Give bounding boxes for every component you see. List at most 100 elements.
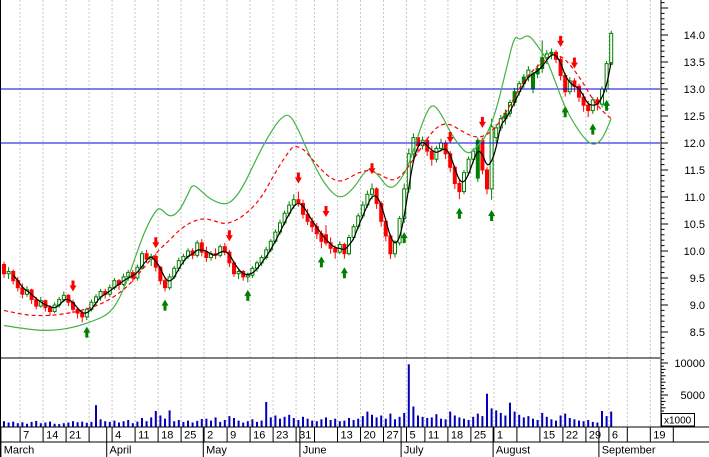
month-labels: March April May June July August September <box>4 445 656 457</box>
buy-arrow-icon <box>400 232 408 244</box>
candle-body <box>163 280 167 289</box>
candle-body <box>305 213 310 222</box>
buy-arrow-icon <box>244 289 252 301</box>
buy-arrow-icon <box>455 207 463 219</box>
candle-body <box>549 51 554 55</box>
candle-body <box>199 242 204 253</box>
horizontal-trendlines[interactable] <box>0 88 660 144</box>
candle-body <box>540 57 545 70</box>
buy-arrow-icon <box>317 256 325 268</box>
buy-arrow-icon <box>488 210 496 221</box>
candle-body <box>61 294 66 301</box>
svg-text:11: 11 <box>428 430 439 442</box>
sell-arrow-icon <box>69 280 77 292</box>
volume-bars <box>3 364 613 427</box>
candle-body <box>531 73 535 90</box>
volume-multiplier-badge: x1000 <box>661 413 695 427</box>
candle-body <box>370 188 374 195</box>
candle-body <box>144 253 149 260</box>
svg-text:14: 14 <box>46 430 58 442</box>
price-axis-labels: 14.0 13.5 13.0 12.5 12.0 11.5 11.0 10.5 10.0 9.5 9… <box>684 30 705 339</box>
svg-text:April: April <box>110 445 132 457</box>
candle-body <box>167 276 172 289</box>
sell-arrow-icon <box>557 35 565 47</box>
candle-body <box>2 264 6 275</box>
price-axis <box>660 0 668 427</box>
svg-text:10.5: 10.5 <box>684 219 705 231</box>
candle-body <box>245 274 250 278</box>
candle-body <box>457 183 462 193</box>
svg-text:13.5: 13.5 <box>684 57 705 69</box>
svg-text:12.0: 12.0 <box>684 138 705 150</box>
svg-text:23: 23 <box>276 430 288 442</box>
candle-body <box>333 247 338 253</box>
svg-text:18: 18 <box>451 430 463 442</box>
sell-arrow-icon <box>368 163 376 175</box>
candle-body <box>158 266 163 282</box>
svg-text:15: 15 <box>543 430 555 442</box>
svg-text:August: August <box>496 445 530 457</box>
buy-arrow-icon <box>561 106 569 118</box>
candle-body <box>567 80 572 93</box>
candle-body <box>291 199 296 206</box>
sell-arrow-icon <box>322 206 330 217</box>
svg-text:18: 18 <box>161 430 173 442</box>
svg-text:25: 25 <box>474 430 486 442</box>
buy-arrow-icon <box>603 99 611 111</box>
svg-text:22: 22 <box>566 430 578 442</box>
svg-text:21: 21 <box>69 430 81 442</box>
svg-text:1: 1 <box>497 430 503 442</box>
svg-text:8.5: 8.5 <box>690 327 705 339</box>
candle-body <box>195 242 200 256</box>
candle-body <box>218 246 223 256</box>
candle-body <box>544 53 549 59</box>
red-dashed-indicator-line <box>3 53 612 317</box>
svg-text:7: 7 <box>23 430 29 442</box>
svg-text:29: 29 <box>589 430 601 442</box>
svg-text:July: July <box>404 445 424 457</box>
svg-text:September: September <box>602 445 656 457</box>
candle-body <box>485 169 489 190</box>
svg-text:31: 31 <box>299 430 311 442</box>
candle-body <box>6 271 11 275</box>
candle-body <box>586 104 591 112</box>
svg-text:11.0: 11.0 <box>684 192 705 204</box>
svg-text:4: 4 <box>115 430 121 442</box>
buy-arrow-icon <box>340 267 348 279</box>
signal-arrows <box>69 35 611 338</box>
svg-text:x1000: x1000 <box>664 416 692 427</box>
candle-body <box>494 127 499 139</box>
candle-body <box>236 271 241 275</box>
candle-body <box>443 142 448 155</box>
svg-text:9.5: 9.5 <box>690 273 705 285</box>
svg-text:5000: 5000 <box>681 390 705 402</box>
svg-text:27: 27 <box>387 430 399 442</box>
svg-text:13.0: 13.0 <box>684 84 705 96</box>
sell-arrow-icon <box>478 116 486 128</box>
buy-arrow-icon <box>589 123 597 135</box>
svg-text:9: 9 <box>230 430 236 442</box>
candle-body <box>475 139 480 179</box>
sell-arrow-icon <box>294 172 302 184</box>
svg-text:6: 6 <box>612 430 618 442</box>
svg-text:12.5: 12.5 <box>684 111 705 123</box>
sell-arrow-icon <box>225 230 233 242</box>
candle-body <box>181 255 186 262</box>
volume-axis-labels: 10000 5000 <box>674 358 705 402</box>
svg-text:May: May <box>206 445 227 457</box>
candle-body <box>48 307 52 313</box>
svg-text:25: 25 <box>184 430 196 442</box>
candle-body <box>296 199 301 204</box>
green-indicator-line <box>3 35 612 331</box>
candle-body <box>52 304 57 312</box>
svg-text:10000: 10000 <box>674 358 705 370</box>
candle-body <box>80 312 85 318</box>
sell-arrow-icon <box>152 237 160 249</box>
svg-text:11.5: 11.5 <box>684 165 705 177</box>
svg-text:10.0: 10.0 <box>684 246 705 258</box>
svg-text:16: 16 <box>253 430 265 442</box>
svg-text:June: June <box>303 445 327 457</box>
svg-text:March: March <box>4 445 35 457</box>
